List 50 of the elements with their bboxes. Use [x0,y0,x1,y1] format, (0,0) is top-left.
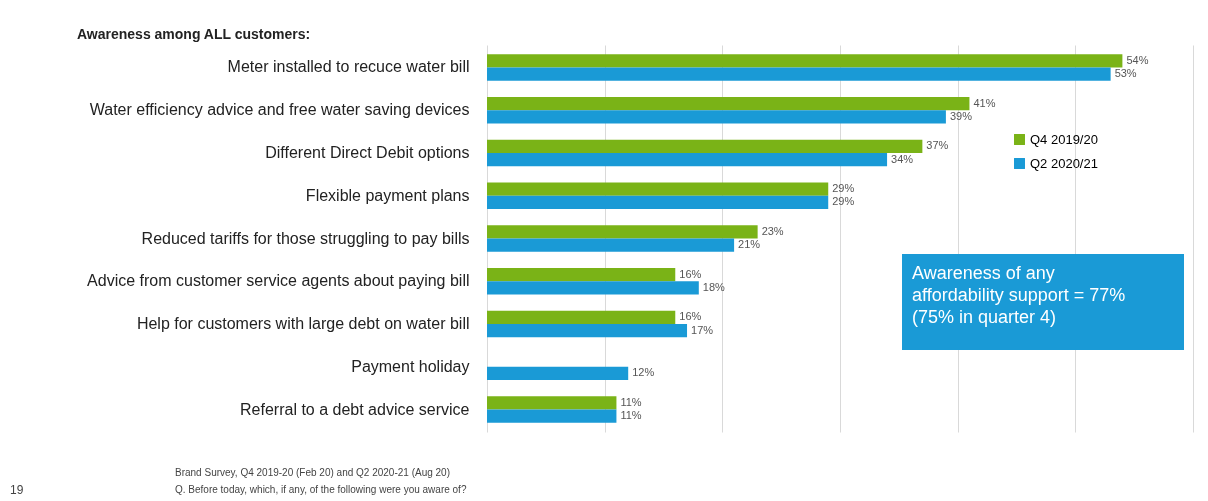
y-tick-label: Meter installed to recuce water bill [227,58,470,76]
data-label: 29% [832,182,855,195]
data-label: 21% [738,238,761,251]
bar [487,195,829,209]
bar [487,110,946,124]
bar [487,238,735,252]
text: Q. Before today, which, if any, of the following were you aware of? [175,484,467,495]
annotation: Awareness of any affordability support = 77% (75% in quarter 4) [912,263,1126,327]
text: Brand Survey, Q4 2019-20 (Feb 20) and Q2 2020-21 (Aug 20) [175,467,450,478]
bar [487,182,829,196]
bar [487,54,1123,68]
data-label: 23% [761,224,784,237]
y-tick-label: Payment holiday [351,357,470,375]
text: Awareness among ALL customers: [77,26,311,42]
bar [487,281,699,295]
bar [487,67,1111,81]
bar [487,268,676,282]
legend-label: Q2 2020/21 [1030,155,1098,171]
y-tick-label: Water efficiency advice and free water saving devices [89,101,470,119]
legend-label: Q4 2019/20 [1030,131,1098,147]
data-label: 53% [1114,67,1137,80]
data-label: 16% [679,310,702,323]
data-label: 29% [832,195,855,208]
y-tick-label: Referral to a debt advice service [240,400,470,418]
bar [487,310,676,325]
data-label: 17% [691,323,714,336]
bar [487,225,758,239]
y-tick-label: Different Direct Debit options [265,143,470,161]
data-label: 11% [620,395,642,408]
bar [487,96,970,111]
bar [487,139,923,153]
data-label: 16% [679,267,702,280]
y-tick-label: Help for customers with large debt on water bill [136,315,470,333]
bar [487,396,617,410]
text: 19 [10,483,24,497]
bar [487,409,617,423]
bar [487,366,629,381]
y-tick-label: Advice from customer service agents about paying bill [87,272,470,290]
data-label: 18% [702,280,726,293]
bar [487,152,888,167]
bar [487,324,688,338]
y-tick-label: Reduced tariffs for those struggling to pay bills [141,229,470,247]
data-label: 12% [632,366,655,379]
data-label: 41% [973,96,996,109]
data-label: 37% [926,139,949,152]
data-label: 54% [1126,53,1149,66]
y-tick-label: Flexible payment plans [305,186,470,204]
data-label: 39% [949,109,973,122]
data-label: 11% [620,409,642,422]
data-label: 34% [891,152,914,165]
